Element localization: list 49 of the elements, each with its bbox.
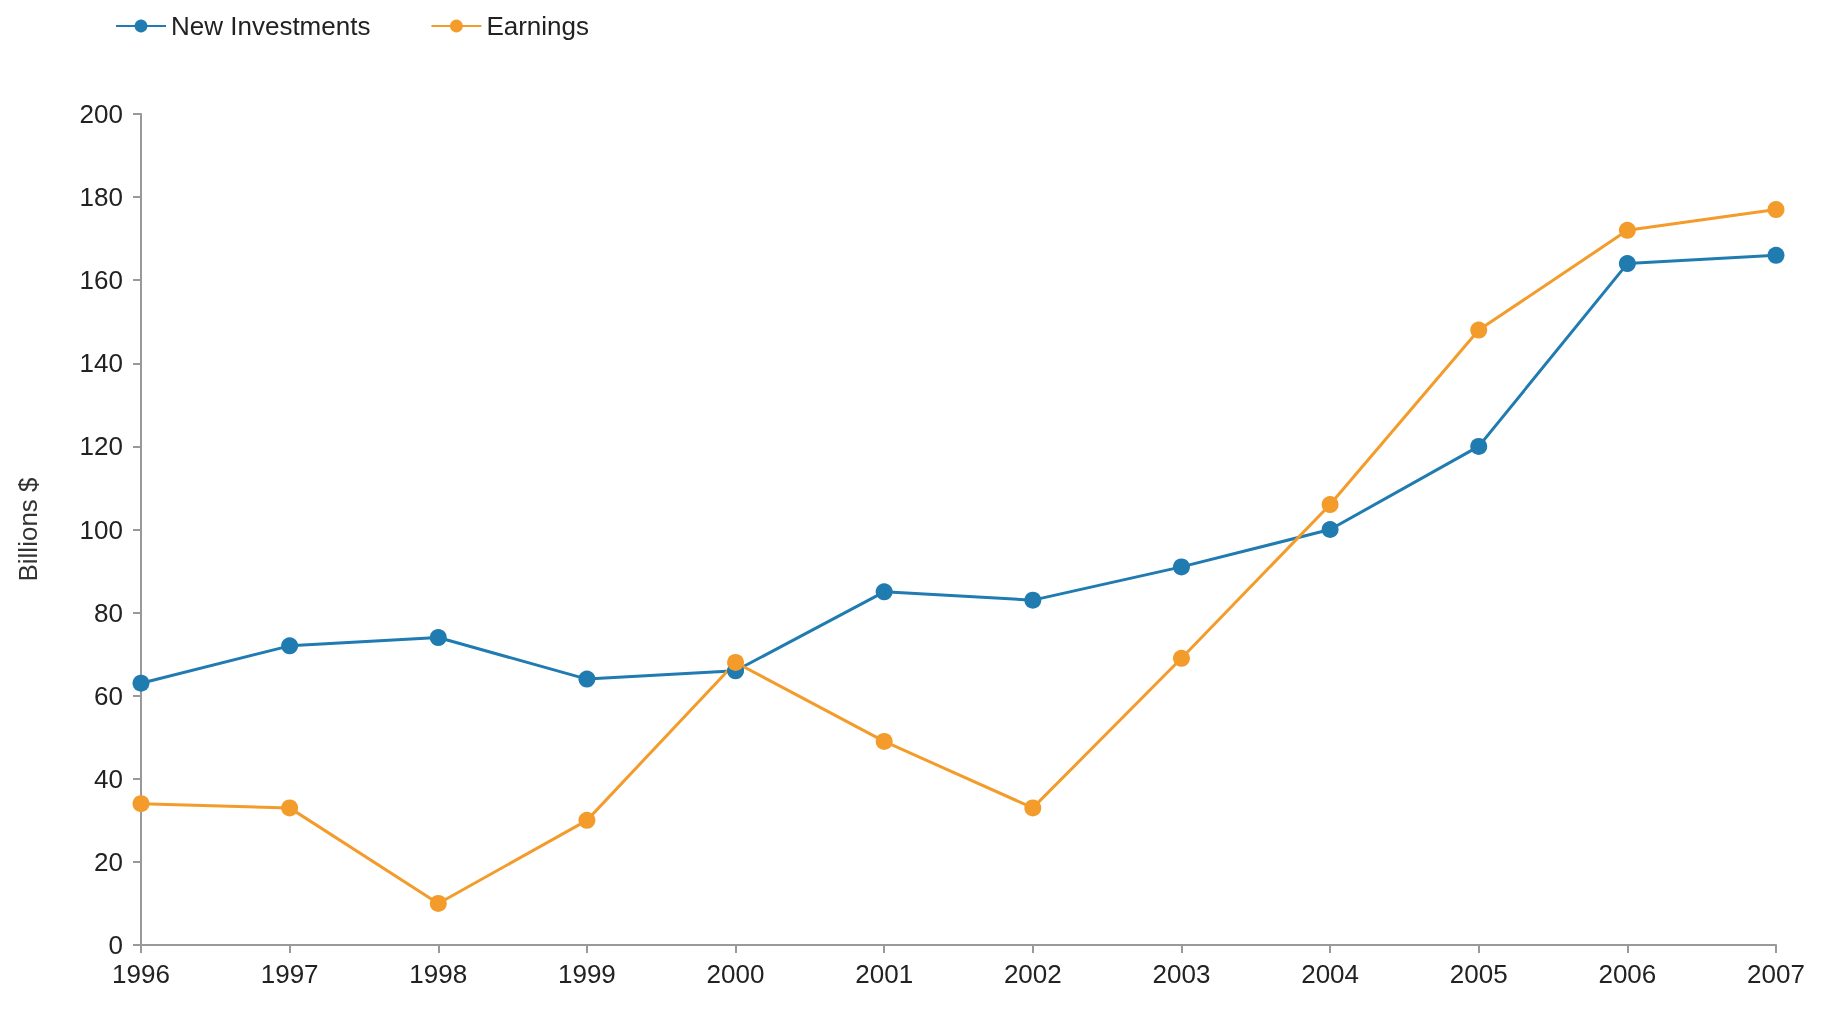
y-tick-label: 40 — [94, 763, 123, 794]
x-tick-label: 2005 — [1449, 959, 1508, 989]
point — [281, 799, 299, 817]
point — [1618, 255, 1636, 273]
point — [281, 637, 299, 655]
y-tick-label: 80 — [94, 597, 123, 628]
y-tick-label: 200 — [79, 99, 123, 129]
x-tick-label: 2004 — [1301, 959, 1360, 989]
y-tick-label: 60 — [94, 680, 123, 711]
y-tick-label: 100 — [79, 514, 123, 545]
point — [1767, 246, 1785, 264]
point — [1172, 558, 1190, 576]
x-tick-label: 1998 — [409, 959, 468, 989]
point — [1470, 321, 1488, 339]
legend-label: Earnings — [486, 11, 590, 41]
point — [1767, 201, 1785, 219]
y-tick-label: 20 — [94, 846, 123, 877]
point — [1024, 591, 1042, 609]
point — [727, 653, 745, 671]
x-tick-label: 2002 — [1003, 959, 1062, 989]
legend-label: New Investments — [171, 11, 371, 41]
y-axis-title: Billions $ — [13, 476, 43, 582]
point — [1172, 649, 1190, 667]
point — [1321, 521, 1339, 538]
point — [1470, 437, 1488, 455]
y-tick-label: 180 — [79, 182, 123, 213]
x-tick-label: 2000 — [706, 959, 765, 989]
point — [429, 894, 447, 912]
point — [132, 795, 150, 813]
x-tick-label: 2006 — [1598, 959, 1657, 989]
x-tick-label: 2001 — [855, 959, 914, 989]
point — [429, 629, 447, 647]
point — [1024, 799, 1042, 817]
point — [578, 670, 596, 688]
y-tick-label: 120 — [79, 431, 123, 462]
x-tick-label: 1996 — [112, 959, 170, 989]
point — [875, 732, 893, 750]
point — [875, 583, 893, 601]
x-tick-label: 2007 — [1747, 959, 1805, 989]
point — [132, 674, 150, 692]
y-tick-label: 0 — [108, 930, 123, 960]
x-tick-label: 2003 — [1152, 959, 1211, 989]
y-tick-label: 160 — [79, 265, 123, 296]
x-tick-label: 1999 — [557, 959, 616, 989]
x-tick-label: 1997 — [260, 959, 319, 989]
y-tick-label: 140 — [79, 348, 123, 379]
point — [1321, 496, 1339, 514]
point — [578, 811, 596, 829]
point — [1618, 221, 1636, 239]
